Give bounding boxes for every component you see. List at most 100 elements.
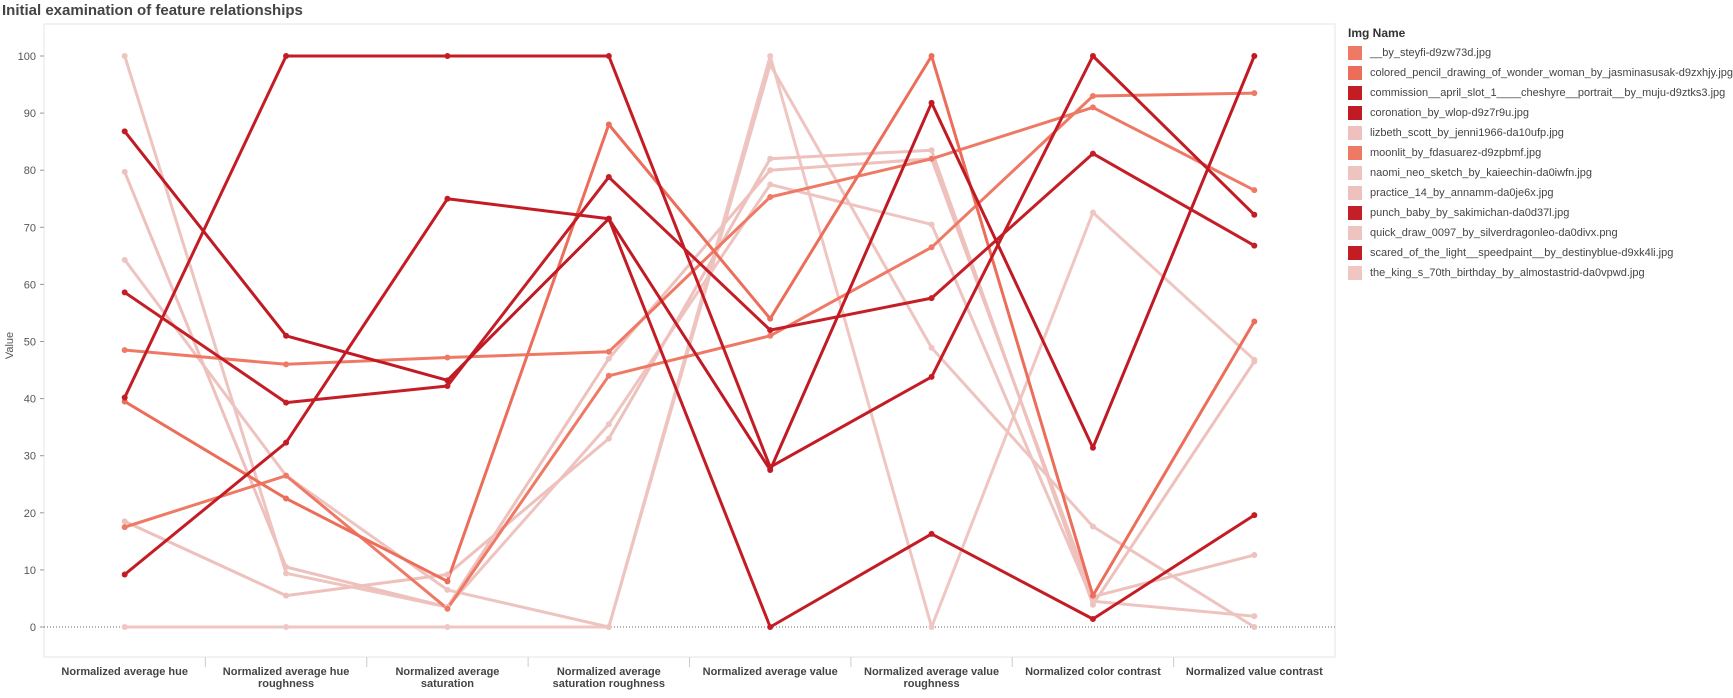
category-label: Normalized average saturation roughness bbox=[553, 666, 665, 690]
legend-items: __by_steyfi-d9zw73d.jpg colored_pencil_dr… bbox=[1348, 43, 1733, 283]
data-point bbox=[928, 155, 935, 162]
legend-label: scared_of_the_light__speedpaint__by_dest… bbox=[1370, 247, 1674, 259]
data-point bbox=[1089, 150, 1096, 157]
data-point bbox=[928, 295, 935, 302]
data-point bbox=[283, 439, 290, 446]
data-point bbox=[121, 128, 128, 135]
series-line bbox=[123, 148, 1256, 607]
legend-label: punch_baby_by_sakimichan-da0d37l.jpg bbox=[1370, 207, 1570, 219]
legend-swatch bbox=[1348, 66, 1362, 80]
data-point bbox=[121, 256, 128, 263]
category-label: Normalized color contrast bbox=[1025, 666, 1161, 678]
legend: Img Name __by_steyfi-d9zw73d.jpg colored_… bbox=[1348, 26, 1733, 283]
legend-title: Img Name bbox=[1348, 26, 1406, 40]
data-point bbox=[767, 315, 774, 322]
data-point bbox=[767, 167, 774, 174]
legend-label: commission__april_slot_1____cheshyre__po… bbox=[1370, 87, 1726, 99]
legend-label: naomi_neo_sketch_by_kaieechin-da0iwfn.jp… bbox=[1370, 167, 1592, 179]
legend-swatch bbox=[1348, 266, 1362, 280]
legend-item[interactable]: coronation_by_wlop-d9z7r9u.jpg bbox=[1348, 103, 1728, 123]
data-point bbox=[444, 377, 451, 384]
data-point bbox=[605, 121, 612, 128]
data-point bbox=[283, 332, 290, 339]
legend-item[interactable]: quick_draw_0097_by_silverdragonleo-da0di… bbox=[1348, 223, 1728, 243]
data-point bbox=[1251, 211, 1258, 218]
data-point bbox=[1251, 187, 1258, 194]
legend-item[interactable]: moonlit_by_fdasuarez-d9zpbmf.jpg bbox=[1348, 143, 1728, 163]
data-point bbox=[605, 355, 612, 362]
legend-label: colored_pencil_drawing_of_wonder_woman_b… bbox=[1370, 67, 1733, 79]
series-line bbox=[123, 54, 1256, 472]
legend-item[interactable]: colored_pencil_drawing_of_wonder_woman_b… bbox=[1348, 63, 1733, 83]
y-tick-label: 10 bbox=[24, 565, 36, 577]
data-point bbox=[121, 524, 128, 531]
data-point bbox=[1089, 209, 1096, 216]
legend-item[interactable]: punch_baby_by_sakimichan-da0d37l.jpg bbox=[1348, 203, 1728, 223]
data-point bbox=[928, 147, 935, 154]
data-point bbox=[283, 592, 290, 599]
data-point bbox=[767, 53, 774, 59]
data-point bbox=[605, 53, 612, 59]
legend-item[interactable]: lizbeth_scott_by_jenni1966-da10ufp.jpg bbox=[1348, 123, 1728, 143]
legend-swatch bbox=[1348, 166, 1362, 180]
series-lines bbox=[123, 54, 1256, 629]
data-point bbox=[1089, 523, 1096, 530]
parallel-coordinates-chart: 0 10 20 30 40 50 60 70 80 90 100 Value Normalized a… bbox=[4, 23, 1336, 690]
data-point bbox=[928, 244, 935, 251]
data-point bbox=[121, 289, 128, 296]
data-point bbox=[121, 347, 128, 354]
legend-item[interactable]: naomi_neo_sketch_by_kaieechin-da0iwfn.jp… bbox=[1348, 163, 1728, 183]
data-point bbox=[283, 472, 290, 479]
data-point bbox=[444, 624, 451, 630]
data-point bbox=[928, 624, 935, 630]
data-point bbox=[928, 344, 935, 351]
series-line bbox=[123, 91, 1256, 611]
data-point bbox=[767, 327, 774, 334]
data-point bbox=[444, 354, 451, 361]
legend-item[interactable]: commission__april_slot_1____cheshyre__po… bbox=[1348, 83, 1728, 103]
data-point bbox=[928, 530, 935, 537]
data-point bbox=[121, 571, 128, 578]
data-point bbox=[444, 53, 451, 59]
data-point bbox=[767, 194, 774, 201]
data-point bbox=[767, 624, 774, 630]
chart-title: Initial examination of feature relations… bbox=[2, 2, 303, 19]
y-tick-label: 30 bbox=[24, 451, 36, 463]
data-point bbox=[605, 174, 612, 181]
data-point bbox=[1251, 358, 1258, 365]
category-label: Normalized average hue roughness bbox=[223, 666, 350, 690]
legend-item[interactable]: scared_of_the_light__speedpaint__by_dest… bbox=[1348, 243, 1728, 263]
y-tick-label: 60 bbox=[24, 279, 36, 291]
legend-swatch bbox=[1348, 46, 1362, 60]
category-label: Normalized average saturation bbox=[395, 666, 499, 690]
data-point bbox=[767, 61, 774, 68]
data-point bbox=[1089, 444, 1096, 451]
data-point bbox=[283, 570, 290, 577]
legend-swatch bbox=[1348, 226, 1362, 240]
legend-item[interactable]: practice_14_by_annamm-da0je6x.jpg bbox=[1348, 183, 1728, 203]
data-point bbox=[605, 215, 612, 222]
y-tick-label: 70 bbox=[24, 222, 36, 234]
legend-item[interactable]: __by_steyfi-d9zw73d.jpg bbox=[1348, 43, 1728, 63]
legend-swatch bbox=[1348, 246, 1362, 260]
legend-item[interactable]: the_king_s_70th_birthday_by_almostastrid… bbox=[1348, 263, 1728, 283]
category-label: Normalized average value bbox=[703, 666, 838, 678]
data-point bbox=[1251, 318, 1258, 325]
data-point bbox=[283, 361, 290, 368]
data-point bbox=[121, 518, 128, 525]
data-point bbox=[1089, 601, 1096, 608]
data-point bbox=[283, 399, 290, 406]
y-axis: 0 10 20 30 40 50 60 70 80 90 100 Value bbox=[4, 51, 44, 634]
category-label: Normalized average value roughness bbox=[864, 666, 999, 690]
data-point bbox=[444, 605, 451, 612]
category-label: Normalized value contrast bbox=[1186, 666, 1323, 678]
category-label: Normalized average hue bbox=[61, 666, 188, 678]
series-line bbox=[123, 105, 1256, 366]
x-axis: Normalized average hue Normalized average… bbox=[61, 657, 1323, 690]
data-point bbox=[444, 383, 451, 390]
series-line bbox=[123, 54, 1256, 618]
y-tick-label: 0 bbox=[30, 622, 36, 634]
data-point bbox=[605, 372, 612, 379]
data-point bbox=[121, 53, 128, 59]
data-point bbox=[605, 348, 612, 355]
